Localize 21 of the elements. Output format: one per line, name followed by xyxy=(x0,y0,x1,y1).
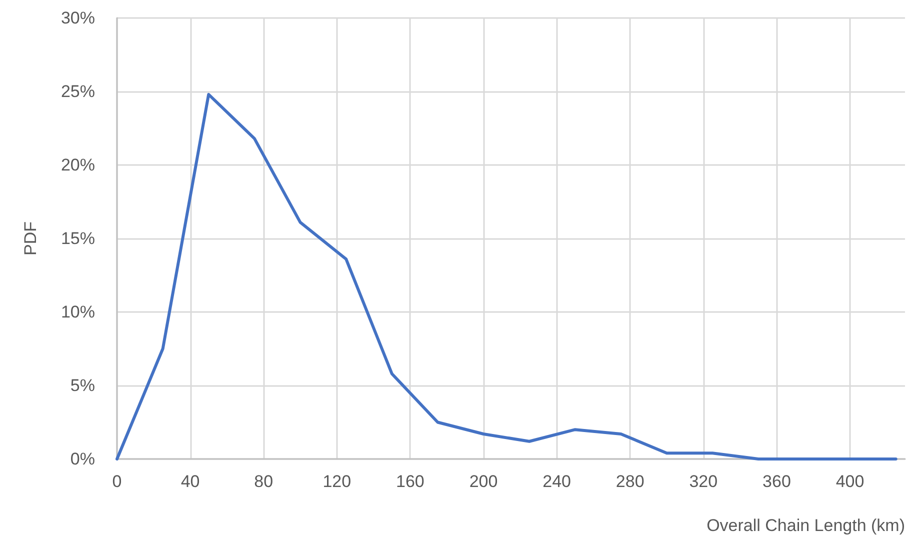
x-tick-label: 320 xyxy=(689,472,718,491)
y-axis-title: PDF xyxy=(21,222,40,256)
x-tick-label: 360 xyxy=(762,472,791,491)
line-series xyxy=(116,92,898,460)
y-tick-label: 10% xyxy=(60,302,95,322)
x-tick-label: 120 xyxy=(322,472,352,491)
x-tick-label: 400 xyxy=(836,472,864,491)
x-tick-label: 40 xyxy=(180,472,200,491)
x-tick-label: 240 xyxy=(542,472,571,491)
y-tick-label: 20% xyxy=(60,156,95,174)
y-tick-label: 0% xyxy=(70,450,95,468)
y-tick-label: 15% xyxy=(60,229,95,248)
x-tick-label: 160 xyxy=(396,472,424,491)
x-axis-title: Overall Chain Length (km) xyxy=(706,516,905,535)
x-tick-label: 80 xyxy=(254,472,274,491)
y-tick-label: 25% xyxy=(60,82,95,101)
x-tick-label: 280 xyxy=(616,472,644,491)
x-tick-label: 0 xyxy=(112,472,122,491)
y-tick-label: 5% xyxy=(70,376,95,395)
y-tick-label: 30% xyxy=(60,8,95,28)
x-tick-label: 200 xyxy=(469,472,498,491)
